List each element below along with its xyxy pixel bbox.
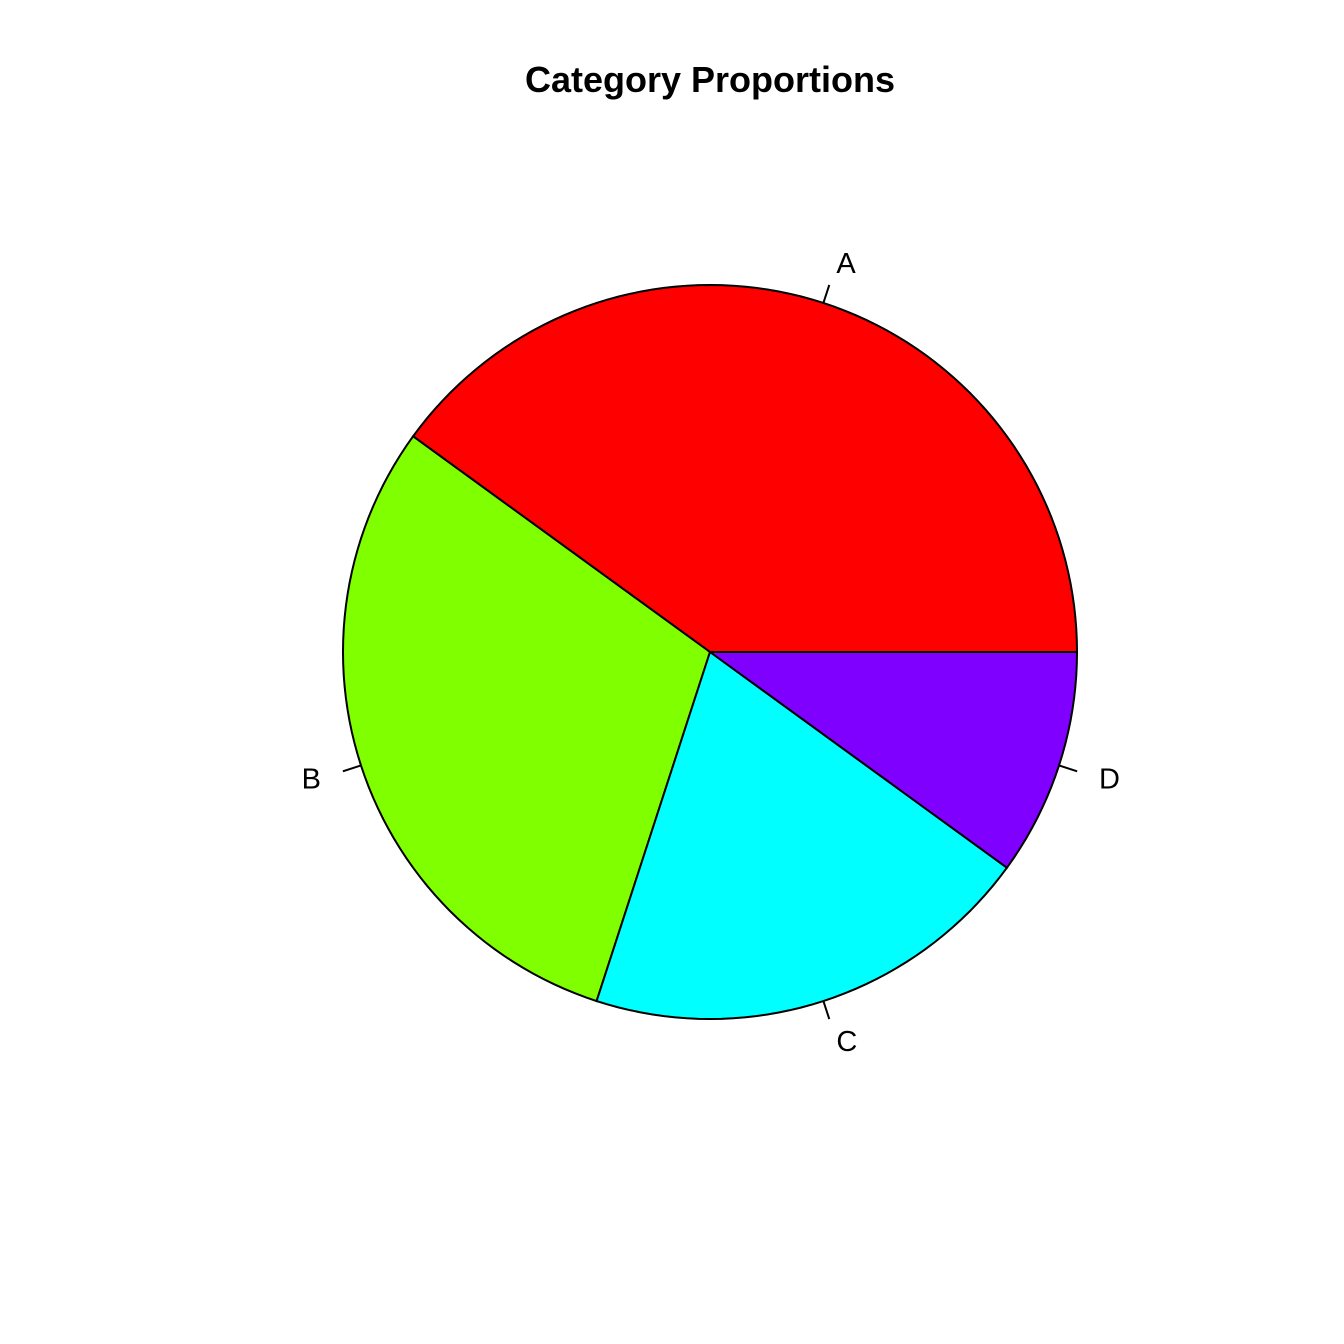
slice-label-a: A	[836, 248, 856, 280]
label-tick-c	[822, 1000, 831, 1020]
pie-slices	[341, 283, 1079, 1021]
pie-labels: A B C D	[302, 248, 1120, 1058]
label-tick-b	[342, 764, 362, 773]
slice-label-c: C	[836, 1026, 857, 1058]
slice-label-d: D	[1099, 763, 1120, 795]
slice-label-b: B	[302, 763, 321, 795]
chart-title: Category Proportions	[525, 59, 895, 100]
label-tick-d	[1058, 764, 1078, 773]
label-tick-a	[822, 284, 831, 304]
